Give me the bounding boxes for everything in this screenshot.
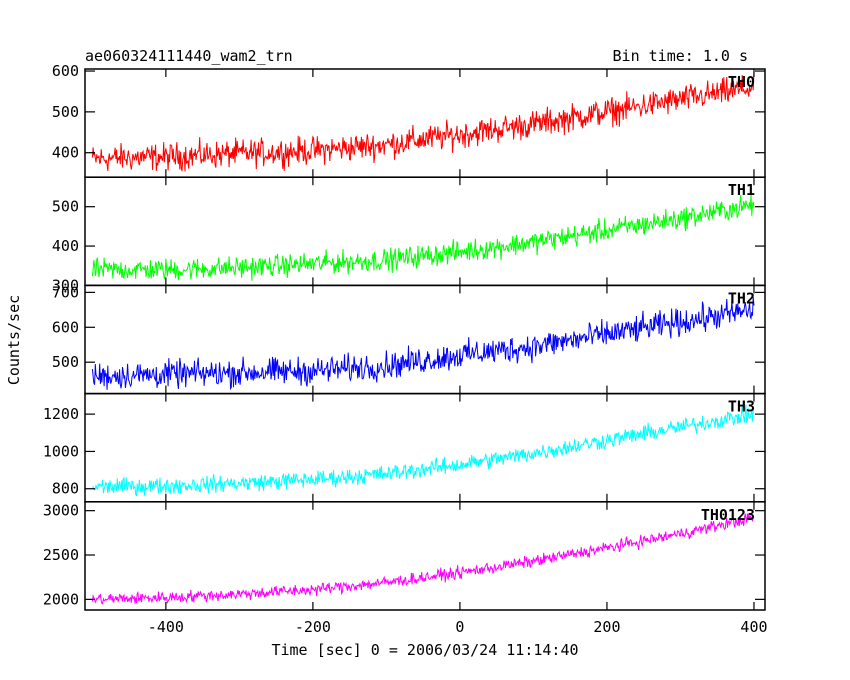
series-line-th3 xyxy=(92,404,755,497)
panel-frame xyxy=(84,68,766,178)
y-tick-label: 3000 xyxy=(43,502,79,520)
series-line-th1 xyxy=(91,193,755,281)
series-line-th2 xyxy=(91,297,755,391)
y-axis-label: Counts/sec xyxy=(5,295,23,385)
panel-th1: 300 400 500 TH1 xyxy=(52,176,766,294)
x-axis-label: Time [sec] 0 = 2006/03/24 11:14:40 xyxy=(271,641,578,659)
chart-title: ae060324111440_wam2_trn xyxy=(85,47,293,65)
series-line-th0123 xyxy=(91,513,755,605)
series-line-th0 xyxy=(91,70,755,172)
panel-th0123: 2000 2500 3000 TH0123 xyxy=(43,501,766,611)
panel-th0: 400 500 600 TH0 xyxy=(52,62,766,178)
panel-label: TH1 xyxy=(728,181,755,199)
x-tick-label: -400 xyxy=(148,618,184,636)
panel-frame xyxy=(84,501,766,611)
y-tick-label: 2000 xyxy=(43,590,79,608)
panels-group: 400 500 600 TH0 300 400 500 TH1 500 600 700 TH2 800 1… xyxy=(43,62,766,611)
x-axis: -400 -200 0 200 400 xyxy=(148,618,768,636)
bin-time-label: Bin time: 1.0 s xyxy=(613,47,748,65)
x-tick-label: 200 xyxy=(593,618,620,636)
y-tick-label: 400 xyxy=(52,237,79,255)
y-tick-label: 1000 xyxy=(43,442,79,460)
panel-th2: 500 600 700 TH2 xyxy=(52,283,766,395)
x-tick-label: 0 xyxy=(455,618,464,636)
x-tick-label: 400 xyxy=(740,618,767,636)
y-tick-label: 400 xyxy=(52,144,79,162)
y-tick-label: 800 xyxy=(52,480,79,498)
panel-label: TH0 xyxy=(728,73,755,91)
y-tick-label: 600 xyxy=(52,62,79,80)
panel-frame xyxy=(84,284,766,395)
y-tick-label: 600 xyxy=(52,318,79,336)
y-tick-label: 1200 xyxy=(43,405,79,423)
panel-label: TH2 xyxy=(728,289,755,307)
y-tick-label: 500 xyxy=(52,103,79,121)
panel-label: TH0123 xyxy=(701,506,755,524)
panel-th3: 800 1000 1200 TH3 xyxy=(43,392,766,503)
panel-label: TH3 xyxy=(728,398,755,416)
y-tick-label: 300 xyxy=(52,276,79,294)
panel-frame xyxy=(84,392,766,503)
x-tick-label: -200 xyxy=(295,618,331,636)
y-tick-label: 700 xyxy=(52,283,79,301)
y-tick-label: 500 xyxy=(52,353,79,371)
y-tick-label: 500 xyxy=(52,198,79,216)
y-tick-label: 2500 xyxy=(43,546,79,564)
